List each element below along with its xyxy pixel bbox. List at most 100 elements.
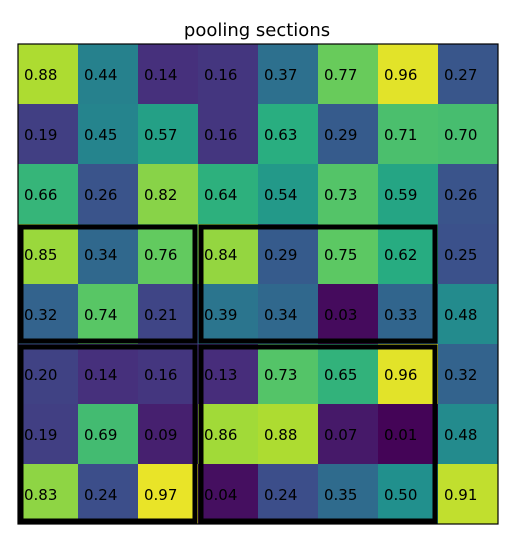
heatmap-cell-fill xyxy=(258,104,318,164)
cell-value-label: 0.44 xyxy=(84,66,117,84)
cell-value-label: 0.33 xyxy=(384,306,417,324)
heatmap-cell-fill xyxy=(258,224,318,284)
cell-value-label: 0.62 xyxy=(384,246,417,264)
cell-value-label: 0.63 xyxy=(264,126,297,144)
cell-value-label: 0.19 xyxy=(24,426,57,444)
chart-title: pooling sections xyxy=(184,20,330,41)
heatmap-cell-fill xyxy=(198,344,258,404)
heatmap-cell-fill xyxy=(258,404,318,464)
cell-value-label: 0.34 xyxy=(264,306,297,324)
cell-value-label: 0.32 xyxy=(444,366,477,384)
cell-value-label: 0.29 xyxy=(324,126,357,144)
cell-value-label: 0.57 xyxy=(144,126,177,144)
heatmap-cell-fill xyxy=(198,404,258,464)
heatmap-cell: 0.59 xyxy=(378,164,438,224)
cell-value-label: 0.26 xyxy=(444,186,477,204)
cell-value-label: 0.35 xyxy=(324,486,357,504)
heatmap-cell-fill xyxy=(78,284,138,344)
heatmap-cell-fill xyxy=(318,44,378,104)
heatmap-cell-fill xyxy=(198,164,258,224)
cell-value-label: 0.48 xyxy=(444,426,477,444)
cell-value-label: 0.29 xyxy=(264,246,297,264)
heatmap-cell: 0.88 xyxy=(18,44,78,104)
cell-value-label: 0.32 xyxy=(24,306,57,324)
heatmap-cell-fill xyxy=(258,344,318,404)
heatmap-cell: 0.96 xyxy=(378,44,438,104)
cell-value-label: 0.37 xyxy=(264,66,297,84)
heatmap-cell-fill xyxy=(378,164,438,224)
cell-value-label: 0.83 xyxy=(24,486,57,504)
heatmap-cell: 0.74 xyxy=(78,284,138,344)
heatmap-cell: 0.63 xyxy=(258,104,318,164)
heatmap-cell: 0.54 xyxy=(258,164,318,224)
heatmap-cell-fill xyxy=(318,224,378,284)
heatmap-cell-fill xyxy=(198,104,258,164)
heatmap-cell: 0.14 xyxy=(138,44,198,104)
heatmap-cell: 0.66 xyxy=(18,164,78,224)
heatmap-cell-fill xyxy=(438,284,498,344)
heatmap-cell: 0.37 xyxy=(258,44,318,104)
heatmap-cell-fill xyxy=(378,404,438,464)
pooling-section-box xyxy=(198,344,438,524)
heatmap-cell: 0.34 xyxy=(78,224,138,284)
heatmap-cell: 0.24 xyxy=(78,464,138,524)
plot-frame xyxy=(17,43,499,525)
heatmap-cell-fill xyxy=(258,464,318,524)
cell-value-label: 0.54 xyxy=(264,186,297,204)
heatmap-cell: 0.04 xyxy=(198,464,258,524)
heatmap-cell-fill xyxy=(198,224,258,284)
heatmap-cell: 0.97 xyxy=(138,464,198,524)
heatmap-cell-fill xyxy=(138,224,198,284)
heatmap-cell-fill xyxy=(438,164,498,224)
heatmap-cell: 0.77 xyxy=(318,44,378,104)
cell-value-label: 0.73 xyxy=(324,186,357,204)
cell-value-label: 0.04 xyxy=(204,486,237,504)
heatmap-cell-fill xyxy=(378,44,438,104)
cell-value-label: 0.74 xyxy=(84,306,117,324)
cell-value-label: 0.88 xyxy=(24,66,57,84)
heatmap-cell: 0.32 xyxy=(18,284,78,344)
heatmap-cell-fill xyxy=(438,224,498,284)
heatmap-cell-fill xyxy=(78,44,138,104)
heatmap-cell-fill xyxy=(78,464,138,524)
heatmap-cell-fill xyxy=(18,104,78,164)
cell-value-label: 0.13 xyxy=(204,366,237,384)
heatmap-cell: 0.07 xyxy=(318,404,378,464)
heatmap-cell-fill xyxy=(138,344,198,404)
heatmap-cell: 0.84 xyxy=(198,224,258,284)
heatmap-cell: 0.29 xyxy=(318,104,378,164)
cell-value-label: 0.76 xyxy=(144,246,177,264)
heatmap-cell: 0.19 xyxy=(18,404,78,464)
heatmap-cell: 0.71 xyxy=(378,104,438,164)
heatmap-cell-fill xyxy=(18,404,78,464)
heatmap-cell-fill xyxy=(138,284,198,344)
heatmap-cell-fill xyxy=(18,224,78,284)
heatmap-cell-fill xyxy=(18,284,78,344)
pooling-section-borders xyxy=(18,224,438,524)
heatmap-cell-fill xyxy=(438,44,498,104)
heatmap-cell: 0.45 xyxy=(78,104,138,164)
heatmap-cell: 0.26 xyxy=(78,164,138,224)
heatmap-cell-fill xyxy=(18,344,78,404)
heatmap-cell-fill xyxy=(18,464,78,524)
heatmap-cell-fill xyxy=(378,284,438,344)
cell-value-label: 0.45 xyxy=(84,126,117,144)
heatmap-cell-fill xyxy=(318,284,378,344)
cell-value-label: 0.64 xyxy=(204,186,237,204)
heatmap-cell-fill xyxy=(438,464,498,524)
cell-value-label: 0.91 xyxy=(444,486,477,504)
heatmap-cell: 0.16 xyxy=(138,344,198,404)
heatmap-cell: 0.73 xyxy=(258,344,318,404)
heatmap-cell: 0.91 xyxy=(438,464,498,524)
heatmap-cell: 0.75 xyxy=(318,224,378,284)
heatmap-cell: 0.48 xyxy=(438,284,498,344)
cell-value-label: 0.07 xyxy=(324,426,357,444)
heatmap-cell: 0.70 xyxy=(438,104,498,164)
heatmap-cell-fill xyxy=(378,344,438,404)
heatmap-cell: 0.85 xyxy=(18,224,78,284)
heatmap-cell: 0.27 xyxy=(438,44,498,104)
heatmap-cell: 0.76 xyxy=(138,224,198,284)
heatmap-cell: 0.62 xyxy=(378,224,438,284)
cell-value-label: 0.14 xyxy=(84,366,117,384)
heatmap-cell-fill xyxy=(138,44,198,104)
